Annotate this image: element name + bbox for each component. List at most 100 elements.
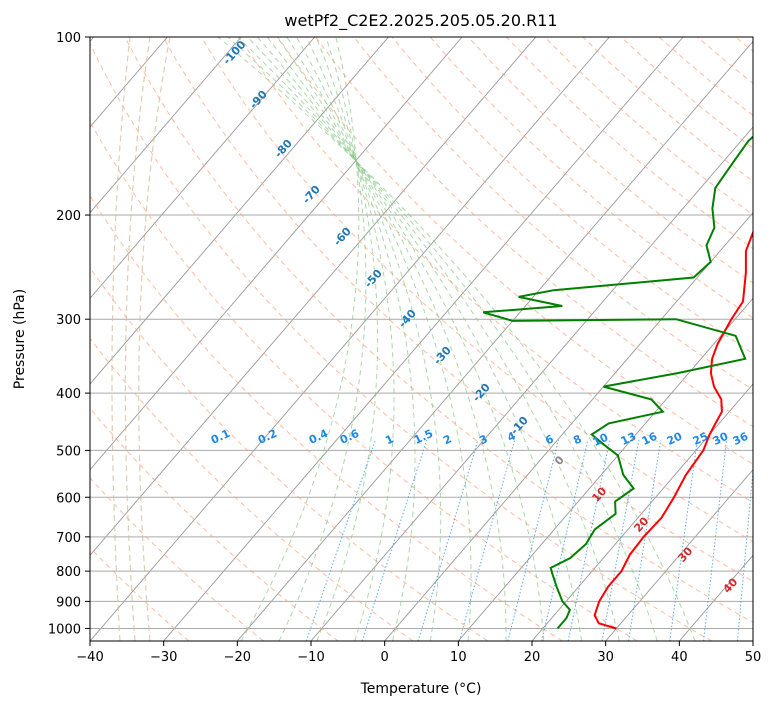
dry-adiabat-line [124, 37, 753, 623]
isotherm-line [90, 37, 242, 214]
mixing-ratio-line [628, 439, 662, 641]
isotherm-line [163, 37, 684, 641]
mixing-ratio-label: 2 [441, 432, 453, 447]
data-series-group [482, 135, 753, 630]
mixing-ratio-label: 0.4 [307, 427, 330, 447]
mixing-ratio-line [507, 439, 560, 641]
moist-adiabat-line [266, 37, 507, 641]
dry-adiabat-line [506, 37, 753, 250]
dry-adiabat-line [353, 37, 753, 391]
dry-adiabat-line [90, 266, 488, 641]
moist-adiabat-line [247, 37, 583, 641]
dry-adiabat-line [200, 37, 753, 543]
isotherm-line [310, 126, 753, 641]
y-tick-label: 400 [56, 387, 81, 402]
dry-adiabat-label: -90 [247, 88, 270, 112]
mixing-ratio-label: 13 [619, 430, 638, 448]
y-tick-label: 900 [56, 595, 81, 610]
moist-adiabat-line [240, 37, 360, 641]
mixing-ratio-line [361, 439, 428, 641]
moist-adiabat-line [237, 37, 620, 641]
dry-adiabat-label: -20 [470, 381, 493, 405]
x-tick-label: 30 [597, 650, 614, 665]
mixing-ratio-label: 0.2 [256, 427, 279, 447]
x-axis-label: Temperature (°C) [360, 681, 482, 697]
mixing-ratio-label: 16 [640, 430, 660, 448]
moist-adiabat-line [217, 37, 696, 641]
x-tick-label: 10 [450, 650, 467, 665]
mixing-ratio-label: 6 [543, 432, 556, 447]
y-tick-label: 800 [56, 565, 81, 580]
dry-adiabat-label: -40 [396, 307, 419, 331]
dry-adiabat-label: 40 [720, 575, 740, 595]
isotherm-line [236, 40, 753, 641]
moist-adiabat-line [296, 37, 416, 641]
moist-adiabat-line [315, 37, 379, 641]
dry-adiabat-line [90, 42, 712, 641]
x-tick-label: 50 [745, 650, 762, 665]
mixing-ratio-line [601, 439, 640, 641]
reference-curve [124, 37, 151, 641]
mixing-ratio-line [458, 439, 516, 641]
y-tick-label: 500 [56, 444, 81, 459]
dry-adiabat-label: 30 [675, 544, 695, 564]
isotherm-line [752, 640, 753, 641]
moist-adiabat-line [286, 37, 442, 641]
dry-adiabat-line [467, 37, 753, 284]
mixing-ratio-label: 25 [691, 430, 710, 448]
y-tick-label: 700 [56, 531, 81, 546]
isotherm-line [90, 37, 537, 557]
mixing-ratio-line [703, 439, 728, 641]
background-grid-lines [90, 37, 775, 641]
dry-adiabat-label: 0 [552, 453, 567, 468]
mixing-ratio-label: 0.6 [338, 427, 361, 447]
y-tick-label: 1000 [48, 622, 81, 637]
x-tick-label: 20 [524, 650, 541, 665]
mixing-ratio-label: 0.1 [209, 427, 232, 447]
dry-adiabat-line [90, 337, 414, 641]
mixing-ratio-line [541, 439, 589, 641]
mixing-ratio-label: 1.5 [412, 427, 435, 447]
mixing-ratio-line [305, 439, 376, 641]
mixing-ratio-label: 8 [571, 432, 583, 447]
moist-adiabat-line [278, 37, 367, 641]
dry-adiabat-line [735, 37, 753, 53]
mixing-ratio-label: 1 [383, 432, 395, 447]
y-tick-label: 100 [56, 31, 81, 46]
dry-adiabat-line [90, 120, 638, 641]
dry-adiabat-line [90, 407, 339, 641]
mixing-ratio-label: 20 [665, 430, 685, 448]
x-tick-label: 0 [381, 650, 389, 665]
y-tick-label: 600 [56, 491, 81, 506]
isotherm-line [90, 37, 389, 385]
isotherm-line [90, 37, 463, 471]
series-line-0 [593, 229, 753, 630]
x-tick-label: 40 [671, 650, 688, 665]
dry-adiabat-line [238, 37, 753, 504]
dry-adiabat-line [429, 37, 753, 319]
mixing-ratio-line [417, 439, 479, 641]
isotherm-line [457, 297, 753, 641]
x-tick-label: −20 [224, 650, 251, 665]
y-tick-label: 200 [56, 209, 81, 224]
isotherm-line [531, 383, 753, 641]
chart-title: wetPf2_C2E2.2025.205.05.20.R11 [284, 11, 557, 31]
isotherm-line [90, 37, 316, 300]
moist-adiabat-line [227, 37, 658, 641]
dry-adiabat-line [90, 194, 563, 641]
isotherm-line [90, 37, 610, 641]
mixing-ratio-label: 10 [591, 431, 611, 449]
mixing-ratio-line [567, 439, 611, 641]
dry-adiabat-label: -60 [331, 225, 354, 249]
mixing-ratio-label: 36 [731, 430, 751, 448]
y-axis-label: Pressure (hPa) [12, 289, 28, 389]
moist-adiabat-line [256, 37, 545, 641]
axes: −40 −30 −20 −10 0 10 20 30 40 5010009008007006005… [48, 31, 761, 665]
mixing-ratio-label: 30 [711, 430, 731, 448]
reference-curve [138, 37, 171, 641]
dry-adiabat-line [658, 37, 753, 117]
mixing-ratio-line [771, 440, 775, 641]
y-tick-label: 300 [56, 313, 81, 328]
isotherm-line [384, 212, 753, 641]
